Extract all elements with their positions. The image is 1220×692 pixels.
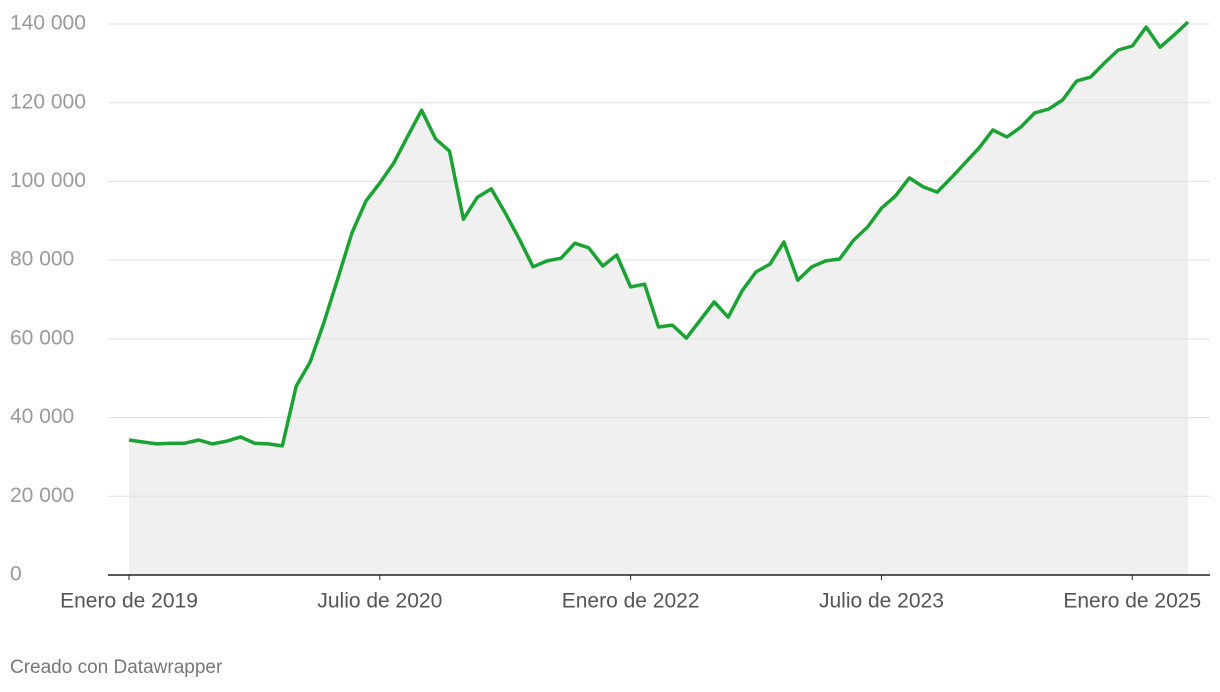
y-tick-label: 100 000	[10, 169, 86, 192]
y-tick-label: 120 000	[10, 90, 86, 113]
y-tick-label: 0	[10, 563, 22, 586]
area	[129, 22, 1188, 575]
y-tick-label: 20 000	[10, 484, 74, 507]
x-tick-label: Enero de 2022	[562, 590, 700, 613]
y-tick-label: 60 000	[10, 326, 74, 349]
grid	[108, 23, 1210, 497]
y-tick-label: 140 000	[10, 12, 86, 35]
x-tick-label: Julio de 2020	[317, 590, 442, 613]
x-tick-label: Enero de 2025	[1063, 590, 1201, 613]
y-tick-label: 40 000	[10, 405, 74, 428]
x-tick-label: Julio de 2023	[819, 590, 944, 613]
y-tick-label: 80 000	[10, 248, 74, 271]
x-tick-label: Enero de 2019	[60, 590, 198, 613]
credit: Creado con Datawrapper	[10, 657, 223, 678]
line	[128, 20, 1190, 448]
